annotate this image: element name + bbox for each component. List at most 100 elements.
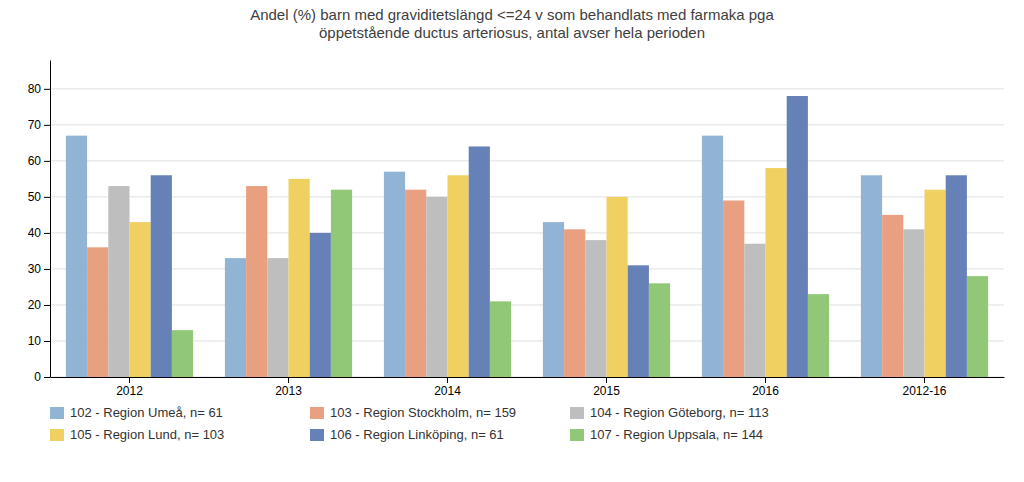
- bar: [628, 265, 649, 377]
- y-axis-line: [50, 61, 51, 378]
- bar: [448, 175, 469, 377]
- x-tick: 2015: [593, 377, 620, 398]
- y-tick-label: 20: [28, 298, 42, 312]
- legend-label: 103 - Region Stockholm, n= 159: [330, 405, 516, 420]
- grid-line: [50, 124, 1004, 125]
- bar: [808, 294, 829, 377]
- y-tick-mark: [44, 377, 50, 378]
- y-tick: 50: [28, 190, 50, 204]
- legend-swatch: [310, 407, 324, 419]
- bar: [607, 197, 628, 377]
- bar: [903, 229, 924, 377]
- grid-line: [50, 88, 1004, 89]
- legend-item: 102 - Region Umeå, n= 61: [50, 405, 223, 420]
- bar: [882, 215, 903, 377]
- bar: [66, 136, 87, 377]
- x-tick-label: 2013: [275, 384, 302, 398]
- x-tick-label: 2015: [593, 384, 620, 398]
- x-tick-mark: [129, 377, 130, 383]
- y-tick-mark: [44, 125, 50, 126]
- x-tick-label: 2012: [116, 384, 143, 398]
- bar: [172, 330, 193, 377]
- bar: [946, 175, 967, 377]
- x-tick: 2012: [116, 377, 143, 398]
- x-tick-mark: [447, 377, 448, 383]
- bar: [405, 190, 426, 377]
- legend-swatch: [570, 407, 584, 419]
- x-tick-mark: [765, 377, 766, 383]
- bar: [426, 197, 447, 377]
- bar: [289, 179, 310, 377]
- x-tick: 2014: [434, 377, 461, 398]
- x-tick-mark: [924, 377, 925, 383]
- plot: 0102030405060708020122013201420152016201…: [28, 61, 1005, 398]
- y-tick: 70: [28, 118, 50, 132]
- y-tick-label: 50: [28, 190, 42, 204]
- bar-series: [172, 190, 988, 377]
- legend-swatch: [50, 407, 64, 419]
- bar: [151, 175, 172, 377]
- y-tick-label: 0: [34, 370, 41, 384]
- y-tick-label: 10: [28, 334, 42, 348]
- legend-label: 102 - Region Umeå, n= 61: [70, 405, 223, 420]
- x-axis-line: [51, 377, 1005, 378]
- y-tick: 40: [28, 226, 50, 240]
- bar: [267, 258, 288, 377]
- y-tick-mark: [44, 89, 50, 90]
- chart-container: Andel (%) barn med graviditetslängd <=24…: [0, 0, 1024, 482]
- title-line: öppetstående ductus arteriosus, antal av…: [319, 24, 705, 41]
- legend-item: 106 - Region Linköping, n= 61: [310, 427, 504, 442]
- y-tick: 10: [28, 334, 50, 348]
- y-tick-label: 30: [28, 262, 42, 276]
- y-tick: 60: [28, 154, 50, 168]
- x-axis: 2012 2013 2014 2015 2016 2012-16: [51, 377, 1005, 398]
- y-tick-label: 60: [28, 154, 42, 168]
- title: Andel (%) barn med graviditetslängd <=24…: [250, 6, 774, 41]
- x-tick-mark: [288, 377, 289, 383]
- bar: [861, 175, 882, 377]
- bar: [766, 168, 787, 377]
- legend-item: 107 - Region Uppsala, n= 144: [570, 427, 763, 442]
- bar: [246, 186, 267, 377]
- legend: 102 - Region Umeå, n= 61 103 - Region Sto…: [50, 405, 769, 442]
- bar: [490, 301, 511, 377]
- grid-line: [50, 160, 1004, 161]
- bar: [108, 186, 129, 377]
- bar: [130, 222, 151, 377]
- chart: Andel (%) barn med graviditetslängd <=24…: [0, 0, 1024, 482]
- bar: [925, 190, 946, 377]
- y-tick-label: 80: [28, 82, 42, 96]
- bar: [723, 200, 744, 377]
- bar: [384, 172, 405, 377]
- y-tick-mark: [44, 269, 50, 270]
- x-tick-label: 2014: [434, 384, 461, 398]
- bar-series: [151, 96, 967, 377]
- x-tick-label: 2012-16: [902, 384, 946, 398]
- bar-series: [130, 168, 946, 377]
- legend-item: 104 - Region Göteborg, n= 113: [570, 405, 769, 420]
- y-tick-label: 70: [28, 118, 42, 132]
- y-tick-mark: [44, 197, 50, 198]
- y-tick: 20: [28, 298, 50, 312]
- bar: [744, 244, 765, 377]
- y-tick: 0: [34, 370, 50, 384]
- bar: [331, 190, 352, 377]
- bar: [543, 222, 564, 377]
- bars: [66, 96, 988, 377]
- x-tick-label: 2016: [752, 384, 779, 398]
- bar: [310, 233, 331, 377]
- x-tick-mark: [606, 377, 607, 383]
- y-tick-mark: [44, 305, 50, 306]
- grid: [50, 89, 1004, 377]
- bar: [564, 229, 585, 377]
- bar-series: [66, 136, 882, 377]
- bar: [225, 258, 246, 377]
- title-line: Andel (%) barn med graviditetslängd <=24…: [250, 6, 774, 23]
- legend-item: 103 - Region Stockholm, n= 159: [310, 405, 516, 420]
- y-axis: 0 10 20 30 40 50 60 70 80: [28, 61, 51, 385]
- y-tick: 80: [28, 82, 50, 96]
- legend-item: 105 - Region Lund, n= 103: [50, 427, 224, 442]
- y-tick-label: 40: [28, 226, 42, 240]
- bar: [787, 96, 808, 377]
- legend-label: 104 - Region Göteborg, n= 113: [590, 405, 769, 420]
